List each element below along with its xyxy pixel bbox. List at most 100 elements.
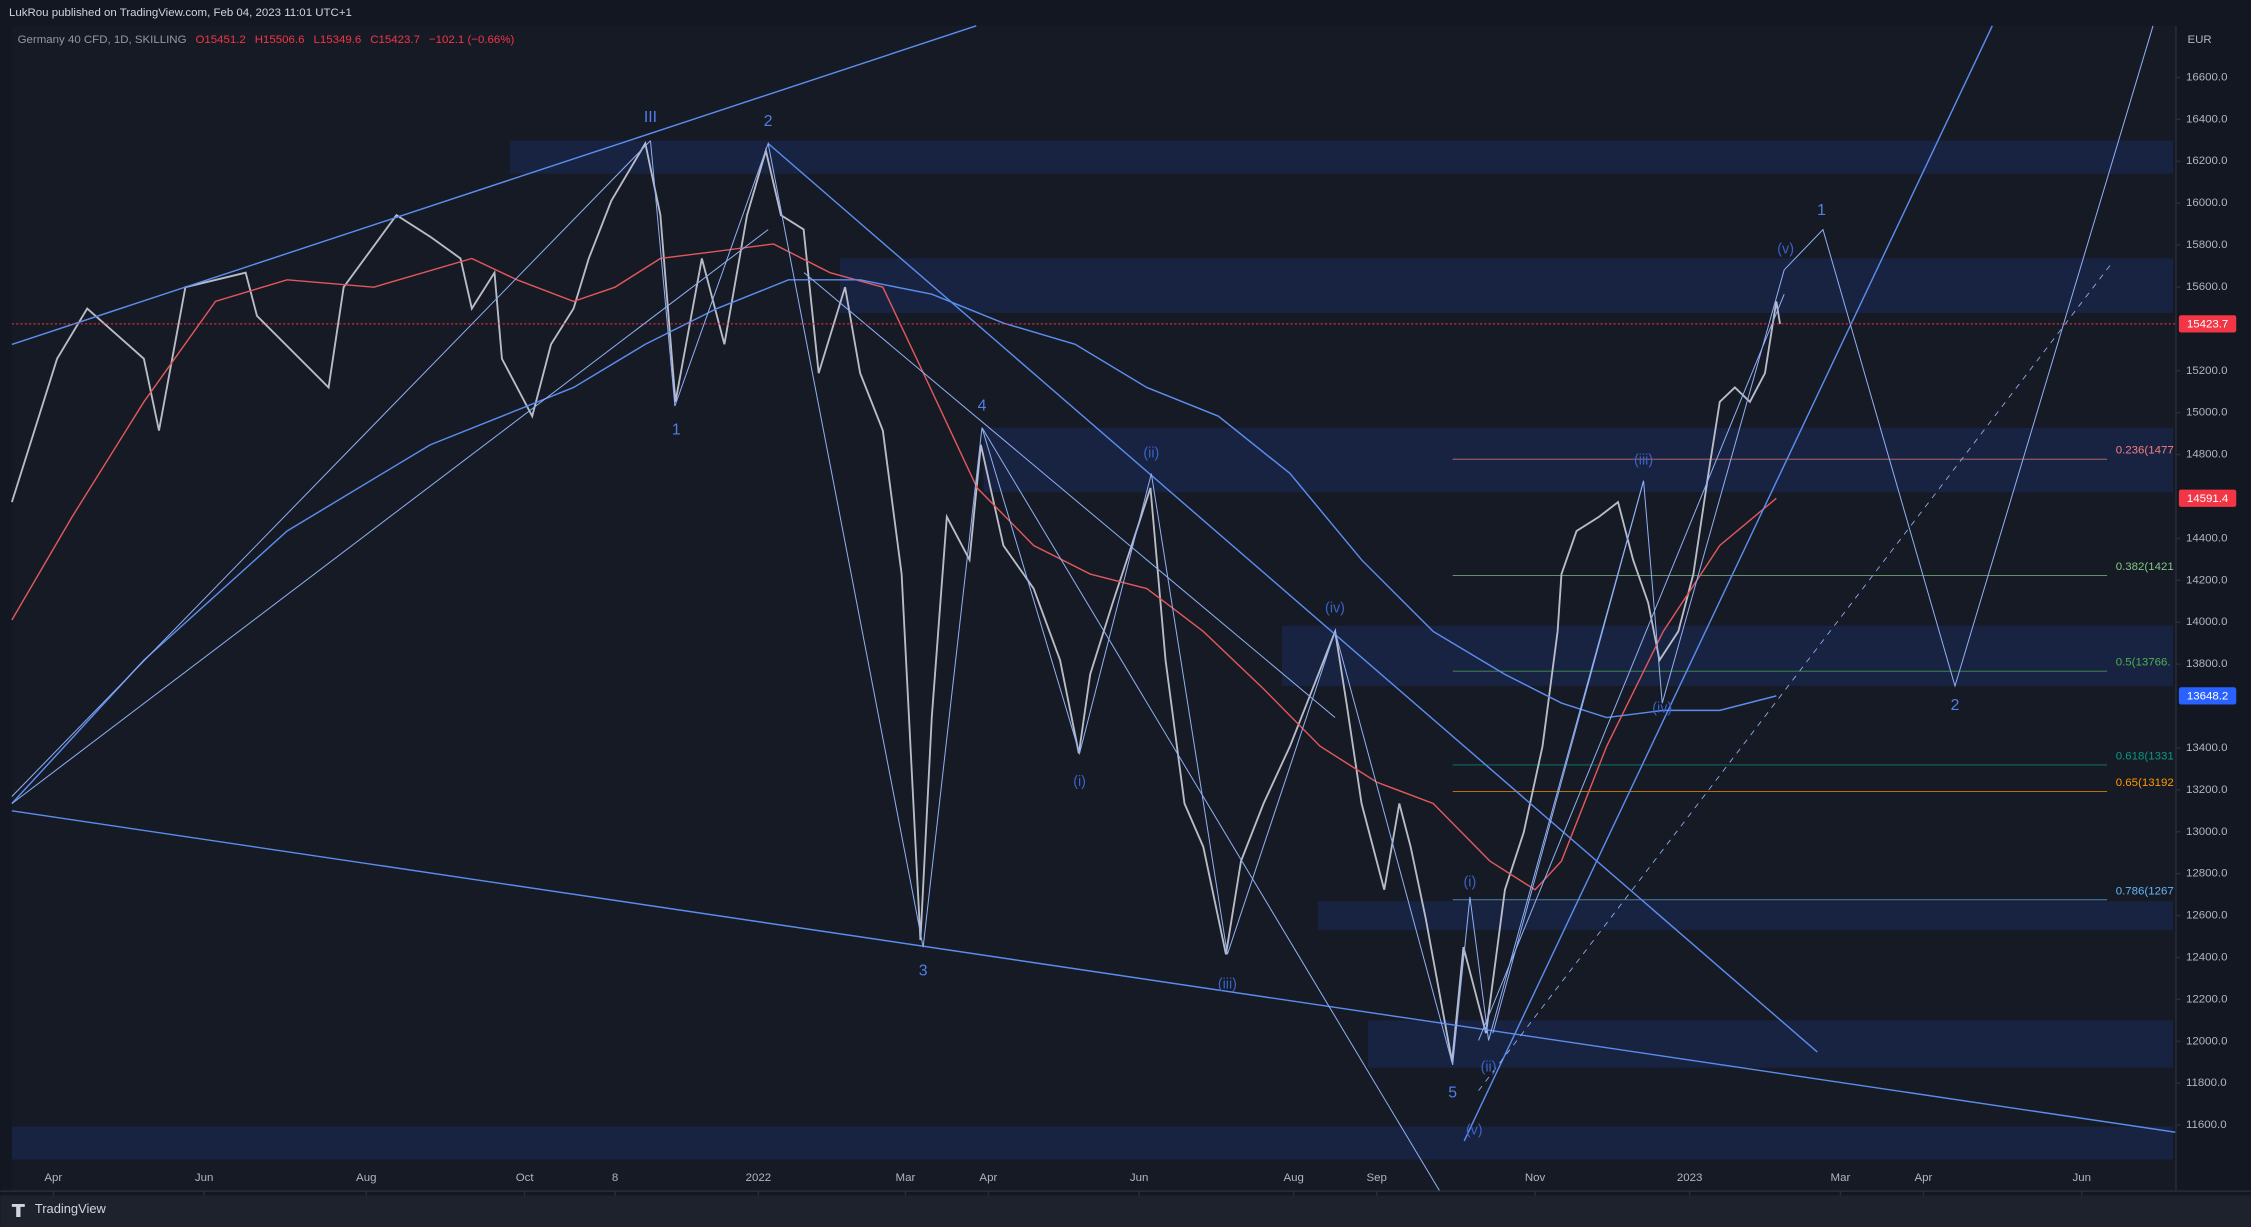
- wave-path: [1452, 269, 1785, 1065]
- y-tick-label: 16600.0: [2186, 71, 2227, 83]
- zone: [509, 140, 2174, 174]
- fib-label: 0.618(1331: [2116, 750, 2174, 762]
- trendline: [11, 140, 651, 797]
- x-tick-label: Aug: [1284, 1172, 1304, 1184]
- trendline: [11, 25, 977, 346]
- wave-label: (ii): [1481, 1060, 1497, 1076]
- trendline: [11, 810, 2177, 1133]
- symbol-info: Germany 40 CFD, 1D, SKILLING O15451.2 H1…: [18, 34, 515, 46]
- y-tick-label: 12600.0: [2186, 910, 2227, 922]
- y-tick-label: 13400.0: [2186, 742, 2227, 754]
- ohlc-close: C15423.7: [370, 34, 420, 46]
- price-line: [10, 140, 1781, 1062]
- trendlines: [11, 25, 2177, 1192]
- wave-label: III: [644, 109, 657, 126]
- ohlc-low: L15349.6: [313, 34, 361, 46]
- x-tick-label: Nov: [1525, 1172, 1546, 1184]
- wave-label: (iv): [1325, 600, 1345, 616]
- y-tick-label: 13200.0: [2186, 784, 2227, 796]
- price-line: [11, 243, 1777, 891]
- wave-label: (iii): [1634, 452, 1653, 468]
- wave-label: 1: [1817, 202, 1826, 219]
- trendline: [1478, 294, 1785, 1041]
- y-tick-label: 14800.0: [2186, 449, 2227, 461]
- y-tick-label: 11600.0: [2186, 1119, 2227, 1131]
- wave-label: 4: [978, 397, 987, 414]
- y-tick-label: 14200.0: [2186, 574, 2227, 586]
- x-tick-label: Apr: [44, 1172, 62, 1184]
- ohlc-high: H15506.6: [255, 34, 305, 46]
- x-tick-label: Mar: [896, 1172, 916, 1184]
- x-tick-label: Jun: [195, 1172, 214, 1184]
- y-tick-label: 15000.0: [2186, 407, 2227, 419]
- currency: EUR: [2187, 34, 2211, 46]
- y-tick-label: 16000.0: [2186, 197, 2227, 209]
- y-tick-label: 12400.0: [2186, 952, 2227, 964]
- zone: [1281, 625, 2174, 686]
- price-tag: [2178, 489, 2237, 507]
- wave-path: [649, 140, 1454, 1065]
- y-tick-label: 14400.0: [2186, 532, 2227, 544]
- x-tick-label: 2023: [1677, 1172, 1703, 1184]
- zone: [11, 1126, 2174, 1160]
- wave-label: 2: [1951, 697, 1960, 714]
- fib-label: 0.65(13192: [2116, 777, 2174, 789]
- ohlc-open: O15451.2: [195, 34, 245, 46]
- footer-bar: [0, 1195, 2251, 1227]
- y-tick-label: 15200.0: [2186, 365, 2227, 377]
- x-tick-label: Oct: [516, 1172, 535, 1184]
- wave-label: 2: [764, 113, 773, 130]
- fib-label: 0.382(1421: [2116, 561, 2174, 573]
- zone: [839, 258, 2174, 313]
- y-tick-label: 14000.0: [2186, 616, 2227, 628]
- price-tag-label: 15423.7: [2187, 319, 2228, 331]
- fib-label: 0.236(1477: [2116, 445, 2174, 457]
- price-tag-label: 13648.2: [2187, 691, 2228, 703]
- x-tick-label: Apr: [1914, 1172, 1932, 1184]
- zone: [1317, 901, 2174, 930]
- trendline: [803, 272, 1336, 718]
- x-tick-label: 8: [612, 1172, 618, 1184]
- fib-label: 0.5(13766.: [2116, 657, 2171, 669]
- y-tick-label: 13800.0: [2186, 658, 2227, 670]
- x-tick-label: Mar: [1831, 1172, 1851, 1184]
- wave-label: 5: [1448, 1085, 1457, 1102]
- footer-logo: TradingView: [35, 1201, 107, 1216]
- logo-icon: [11, 1204, 25, 1217]
- y-tick-label: 15800.0: [2186, 239, 2227, 251]
- y-tick-label: 16400.0: [2186, 113, 2227, 125]
- x-tick-label: 2022: [746, 1172, 772, 1184]
- y-tick-label: 12800.0: [2186, 868, 2227, 880]
- x-tick-label: Aug: [356, 1172, 376, 1184]
- price-line: [11, 279, 1777, 804]
- x-tick-label: Sep: [1366, 1172, 1386, 1184]
- y-tick-label: 12000.0: [2186, 1035, 2227, 1047]
- x-tick-label: Jun: [1130, 1172, 1149, 1184]
- wave-label: (iv): [1652, 701, 1672, 717]
- wave-labels: III 1 2 3 4 5 (i) (ii) (iii) (iv) (v) (i…: [644, 109, 1959, 1139]
- y-tick-label: 11800.0: [2186, 1077, 2227, 1089]
- y-tick-label: 15600.0: [2186, 281, 2227, 293]
- wave-label: (v): [1777, 242, 1794, 258]
- wave-label: (i): [1073, 774, 1086, 790]
- trendline: [1463, 25, 1993, 1142]
- symbol: Germany 40 CFD, 1D, SKILLING: [18, 34, 187, 46]
- y-tick-label: 16200.0: [2186, 155, 2227, 167]
- wave-label: 3: [919, 963, 928, 980]
- publisher: LukRou published on TradingView.com, Feb…: [9, 7, 352, 19]
- zones: [11, 140, 2174, 1160]
- wave-label: (ii): [1143, 445, 1159, 461]
- x-tick-label: Apr: [979, 1172, 997, 1184]
- wave-label: (v): [1466, 1123, 1483, 1139]
- x-tick-label: Jun: [2072, 1172, 2091, 1184]
- trendline: [11, 229, 769, 805]
- ohlc-change: −102.1 (−0.66%): [429, 34, 515, 46]
- price-tag: [2178, 687, 2237, 705]
- wave-projection: [1783, 25, 2154, 688]
- zone: [983, 427, 2174, 493]
- trendline: [981, 427, 1441, 1192]
- wave-label: 1: [672, 422, 681, 439]
- y-tick-label: 12200.0: [2186, 993, 2227, 1005]
